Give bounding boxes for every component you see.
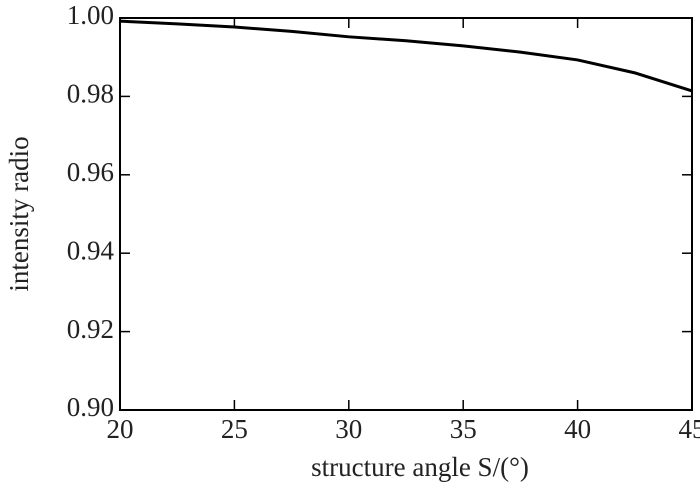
y-tick-label: 0.94	[67, 235, 115, 265]
y-tick-label: 0.92	[67, 314, 114, 344]
y-tick-label: 0.98	[67, 79, 114, 109]
x-tick-label: 40	[564, 414, 591, 444]
data-line	[119, 19, 693, 93]
x-tick-label: 20	[107, 414, 134, 444]
x-tick-label: 25	[221, 414, 248, 444]
y-tick-label: 0.90	[67, 392, 114, 422]
x-tick-label: 30	[335, 414, 362, 444]
y-axis-label: intensity radio	[4, 136, 34, 291]
y-tick-label: 1.00	[67, 0, 114, 30]
x-tick-label: 45	[679, 414, 700, 444]
y-tick-label: 0.96	[67, 157, 114, 187]
plot-frame	[119, 17, 693, 411]
x-tick-label: 35	[450, 414, 477, 444]
x-axis-label: structure angle S/(°)	[311, 452, 529, 482]
